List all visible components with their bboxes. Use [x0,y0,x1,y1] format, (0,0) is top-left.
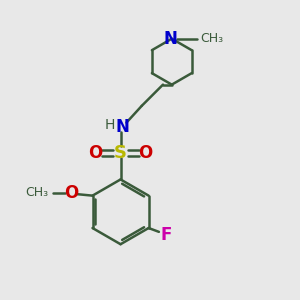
Text: CH₃: CH₃ [200,32,223,45]
Text: O: O [139,144,153,162]
Text: H: H [104,118,115,132]
Text: N: N [116,118,130,136]
Text: F: F [160,226,172,244]
Text: CH₃: CH₃ [26,186,49,199]
Text: O: O [64,184,78,202]
Text: S: S [114,144,127,162]
Text: N: N [164,30,177,48]
Text: O: O [88,144,103,162]
